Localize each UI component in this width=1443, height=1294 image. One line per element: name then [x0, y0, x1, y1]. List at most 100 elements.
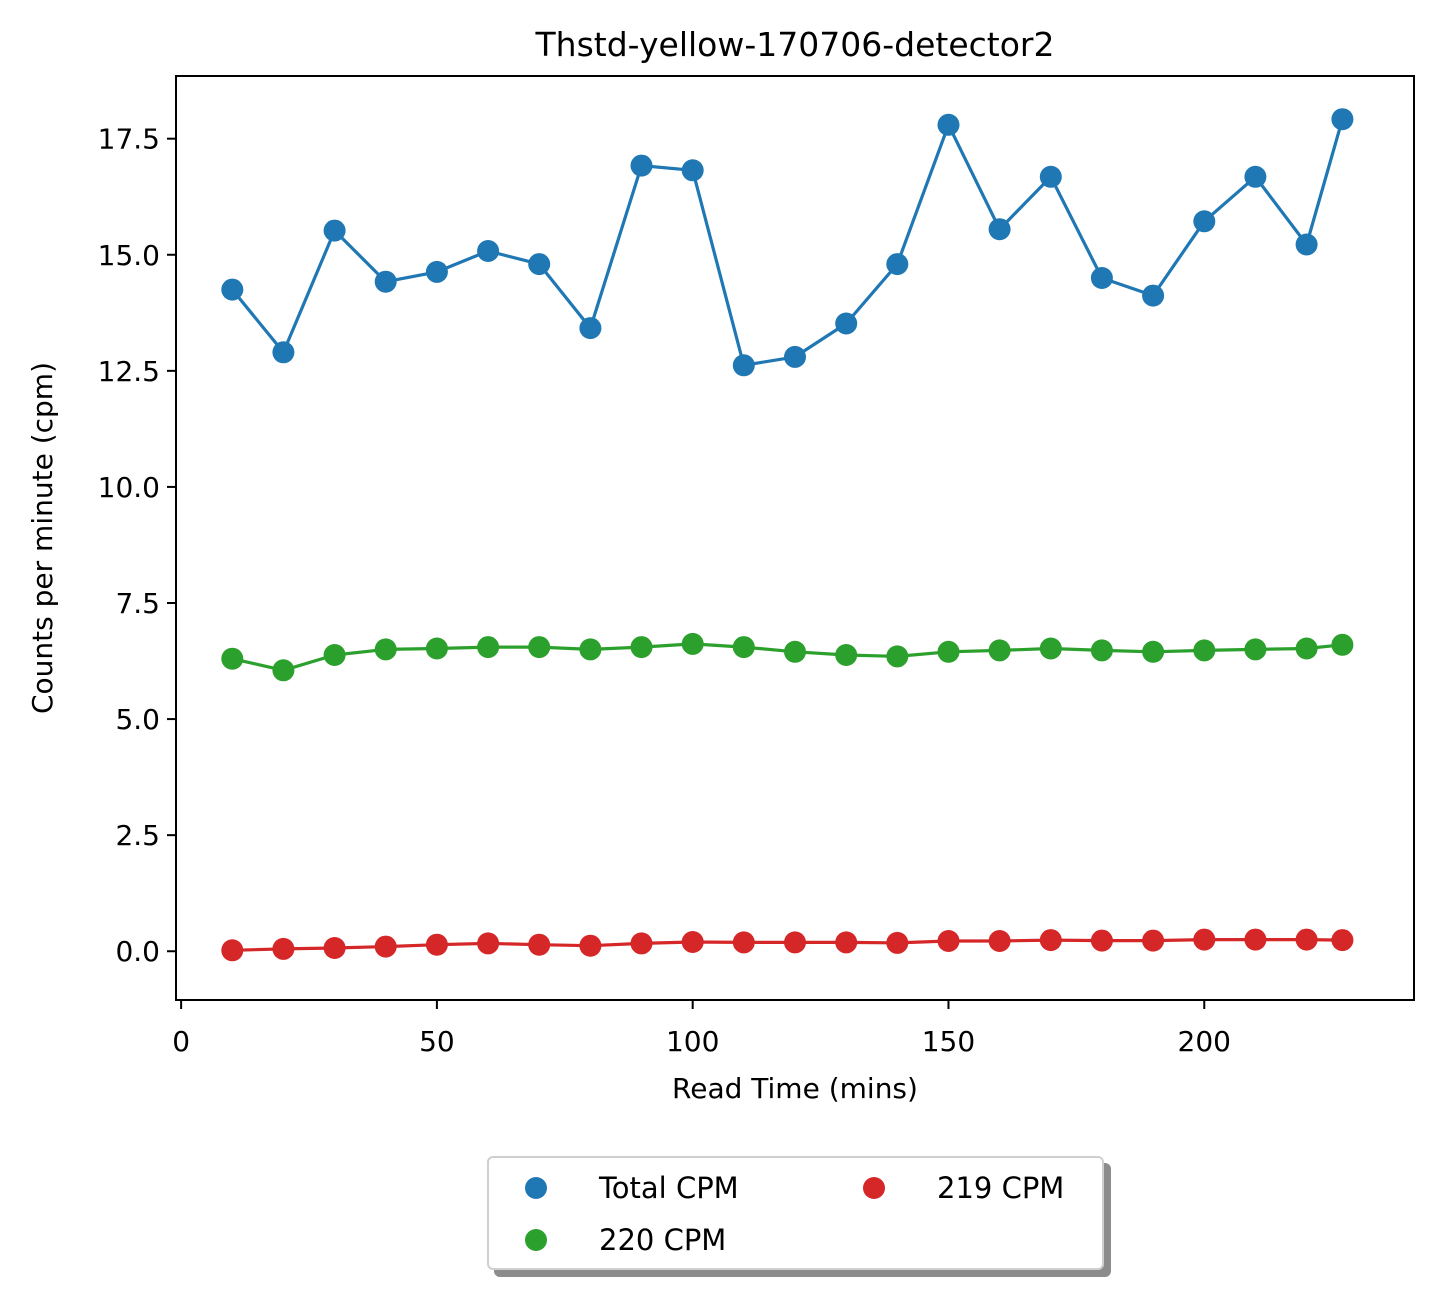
y-tick-label: 17.5 — [98, 123, 160, 156]
data-point-220-cpm — [374, 638, 397, 661]
data-point-219-cpm — [425, 933, 448, 956]
data-point-220-cpm — [528, 636, 551, 659]
data-point-220-cpm — [1039, 637, 1062, 660]
data-point-219-cpm — [272, 937, 295, 960]
data-point-total-cpm — [630, 154, 653, 177]
data-point-total-cpm — [988, 218, 1011, 241]
x-tick-label: 100 — [666, 1025, 719, 1058]
data-point-220-cpm — [630, 636, 653, 659]
y-tick-label: 0.0 — [115, 935, 160, 968]
data-point-220-cpm — [477, 636, 500, 659]
data-point-total-cpm — [1090, 267, 1113, 289]
data-point-219-cpm — [1244, 928, 1267, 951]
data-point-219-cpm — [835, 931, 858, 954]
data-point-total-cpm — [425, 260, 448, 283]
data-point-total-cpm — [477, 240, 500, 262]
data-point-219-cpm — [374, 935, 397, 958]
legend-label-total-cpm: Total CPM — [599, 1171, 739, 1205]
plot-area — [221, 108, 1354, 962]
data-point-total-cpm — [1142, 284, 1165, 307]
legend-marker-220-cpm — [525, 1229, 547, 1251]
series-line-total-cpm — [231, 118, 1344, 367]
data-point-220-cpm — [1295, 637, 1318, 660]
data-point-219-cpm — [886, 931, 909, 954]
x-tick-label: 150 — [922, 1025, 975, 1058]
data-point-total-cpm — [732, 354, 755, 377]
data-point-220-cpm — [323, 644, 346, 666]
y-tick-label: 5.0 — [115, 703, 160, 736]
data-point-220-cpm — [1244, 638, 1267, 661]
data-point-219-cpm — [528, 933, 551, 956]
data-point-219-cpm — [784, 931, 806, 954]
data-point-219-cpm — [1142, 929, 1165, 952]
data-point-220-cpm — [221, 647, 244, 670]
data-point-total-cpm — [1331, 108, 1354, 131]
plot-frame — [175, 75, 1415, 1001]
data-point-total-cpm — [1295, 233, 1318, 256]
data-point-total-cpm — [1193, 210, 1216, 233]
data-point-220-cpm — [272, 659, 295, 682]
data-point-219-cpm — [323, 937, 346, 959]
chart-title: Thstd-yellow-170706-detector2 — [535, 25, 1055, 64]
y-tick-label: 2.5 — [115, 819, 160, 852]
data-point-219-cpm — [732, 931, 755, 954]
data-point-220-cpm — [579, 638, 602, 661]
legend-label-220-cpm: 220 CPM — [599, 1223, 727, 1257]
data-point-219-cpm — [1331, 929, 1354, 952]
x-tick-label: 50 — [419, 1025, 455, 1058]
y-tick-label: 12.5 — [98, 355, 160, 388]
x-axis-label: Read Time (mins) — [672, 1072, 918, 1105]
data-point-219-cpm — [988, 930, 1011, 952]
data-point-219-cpm — [221, 939, 244, 962]
data-point-220-cpm — [988, 639, 1011, 662]
data-point-total-cpm — [579, 317, 602, 340]
axes: 0 50 100 150 200 0.0 2.5 5.0 7.5 10.0 12.5 15.0 17.5 — [98, 123, 1231, 1058]
legend-marker-219-cpm — [863, 1177, 885, 1199]
data-point-total-cpm — [784, 345, 806, 368]
data-point-220-cpm — [1090, 639, 1113, 662]
y-tick-label: 15.0 — [98, 239, 160, 272]
data-point-total-cpm — [681, 159, 704, 182]
data-point-total-cpm — [374, 270, 397, 293]
data-point-219-cpm — [1039, 929, 1062, 952]
data-point-total-cpm — [1039, 165, 1062, 188]
y-tick-label: 7.5 — [115, 587, 160, 620]
data-point-total-cpm — [323, 219, 346, 242]
data-point-220-cpm — [1331, 633, 1354, 656]
legend-item-220-cpm: 220 CPM — [525, 1220, 726, 1260]
data-point-220-cpm — [937, 640, 960, 663]
data-point-total-cpm — [1244, 165, 1267, 188]
data-point-220-cpm — [886, 645, 909, 668]
data-point-220-cpm — [1142, 640, 1165, 663]
data-point-220-cpm — [835, 644, 858, 666]
data-point-220-cpm — [732, 636, 755, 659]
data-point-220-cpm — [681, 632, 704, 655]
data-point-219-cpm — [681, 931, 704, 953]
legend: Total CPM 220 CPM 219 CPM — [487, 1156, 1104, 1270]
data-point-219-cpm — [1090, 929, 1113, 952]
data-point-total-cpm — [937, 113, 960, 136]
data-point-220-cpm — [784, 640, 806, 663]
data-point-total-cpm — [886, 253, 909, 276]
data-point-total-cpm — [835, 312, 858, 335]
data-point-219-cpm — [1193, 928, 1216, 951]
data-point-219-cpm — [477, 932, 500, 955]
data-point-total-cpm — [221, 278, 244, 301]
legend-item-total-cpm: Total CPM — [525, 1168, 739, 1208]
legend-marker-total-cpm — [525, 1177, 547, 1199]
legend-item-219-cpm: 219 CPM — [863, 1168, 1064, 1208]
data-point-219-cpm — [937, 930, 960, 952]
legend-label-219-cpm: 219 CPM — [937, 1171, 1065, 1205]
data-point-219-cpm — [1295, 928, 1318, 951]
data-point-total-cpm — [272, 341, 295, 364]
y-tick-label: 10.0 — [98, 471, 160, 504]
data-point-220-cpm — [425, 637, 448, 660]
y-axis-label: Counts per minute (cpm) — [26, 362, 59, 714]
data-point-219-cpm — [630, 932, 653, 955]
x-tick-label: 200 — [1178, 1025, 1231, 1058]
data-point-total-cpm — [528, 253, 551, 276]
x-tick-label: 0 — [172, 1025, 190, 1058]
data-point-220-cpm — [1193, 639, 1216, 662]
data-point-219-cpm — [579, 934, 602, 957]
